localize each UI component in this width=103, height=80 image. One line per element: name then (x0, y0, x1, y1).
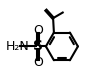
Text: O: O (33, 56, 43, 69)
Text: H₂N: H₂N (6, 40, 30, 53)
Text: S: S (33, 39, 43, 53)
Text: O: O (33, 24, 43, 37)
